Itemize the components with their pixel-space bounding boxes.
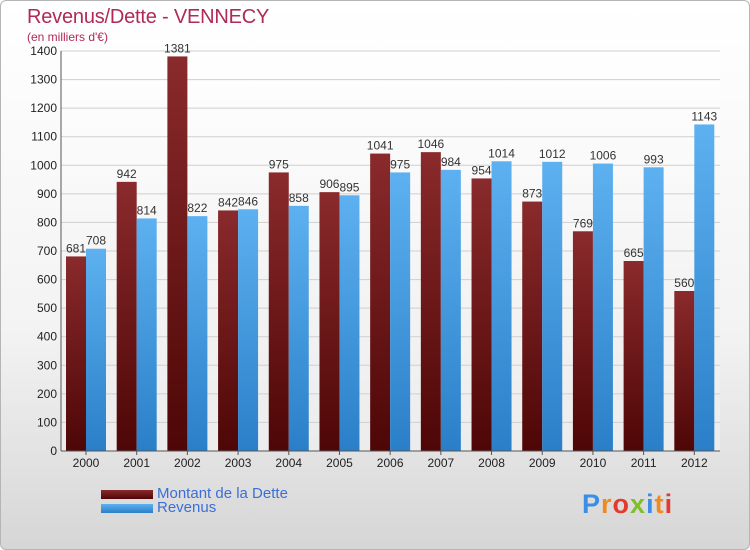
x-tick-label: 2000: [73, 456, 100, 470]
y-tick-label: 100: [37, 415, 57, 429]
data-label-debt: 560: [674, 276, 694, 290]
data-label-revenue: 975: [390, 157, 410, 171]
bar-revenue: [694, 124, 715, 451]
y-tick-label: 400: [37, 330, 57, 344]
bar-debt: [268, 172, 289, 451]
data-label-revenue: 708: [86, 234, 106, 248]
data-label-revenue: 858: [289, 191, 309, 205]
bar-revenue: [136, 218, 157, 451]
x-axis: 2000 2001 2002 2003 2004 2005 2006 2007 2008 2009…: [61, 450, 720, 470]
x-tick-label: 2010: [580, 456, 607, 470]
bar-revenue: [440, 169, 461, 451]
y-tick-label: 300: [37, 358, 57, 372]
data-label-revenue: 1014: [488, 146, 515, 160]
legend-swatch-revenue: [101, 504, 153, 513]
bar-debt: [522, 201, 543, 451]
y-tick-label: 1100: [31, 130, 57, 144]
chart-title: Revenus/Dette - VENNECY: [27, 6, 270, 28]
data-label-revenue: 993: [644, 152, 664, 166]
data-label-debt: 954: [472, 163, 492, 177]
bar-debt: [370, 153, 391, 452]
bar-revenue: [339, 195, 360, 451]
logo-letter: o: [612, 489, 631, 519]
data-label-debt: 873: [522, 187, 542, 201]
y-tick-label: 1000: [30, 158, 57, 172]
y-tick-label: 200: [37, 387, 57, 401]
bar-revenue: [643, 167, 664, 452]
y-tick-label: 800: [37, 215, 57, 229]
logo-letter: t: [654, 489, 665, 519]
data-label-debt: 769: [573, 216, 593, 230]
x-tick-label: 2011: [631, 456, 657, 470]
data-label-debt: 975: [269, 157, 289, 171]
legend-swatch-debt: [101, 490, 153, 499]
proxiti-logo: Proxiti: [582, 489, 673, 520]
bar-revenue: [491, 161, 512, 452]
y-axis: 0 100 200 300 400 500 600 700 800 900 1000 1100 1200…: [30, 44, 62, 458]
logo-letter: i: [646, 489, 655, 519]
y-tick-label: 0: [50, 444, 57, 458]
data-label-revenue: 814: [137, 203, 157, 217]
bar-debt: [66, 256, 86, 451]
chart-subtitle: (en milliers d'€): [27, 30, 108, 44]
x-tick-label: 2004: [275, 456, 302, 470]
x-tick-label: 2008: [478, 456, 505, 470]
data-label-revenue: 1012: [539, 147, 566, 161]
bar-revenue: [542, 161, 563, 451]
y-tick-label: 900: [37, 187, 57, 201]
x-tick-label: 2001: [123, 456, 150, 470]
legend-label-debt: Montant de la Dette: [157, 485, 288, 502]
x-tick-label: 2003: [225, 456, 252, 470]
data-label-debt: 906: [319, 177, 339, 191]
data-label-revenue: 1143: [691, 109, 717, 123]
bar-debt: [319, 192, 340, 451]
bar-revenue: [187, 216, 208, 451]
bar-revenue: [86, 248, 106, 451]
logo-letter: P: [582, 489, 602, 519]
x-tick-label: 2005: [326, 456, 353, 470]
data-label-debt: 681: [66, 241, 86, 255]
bar-revenue: [390, 172, 411, 451]
data-label-revenue: 846: [238, 194, 258, 208]
bar-debt: [471, 178, 492, 451]
data-label-debt: 1041: [367, 139, 394, 153]
x-tick-label: 2007: [427, 456, 454, 470]
bar-debt: [572, 231, 593, 451]
bar-debt: [420, 152, 441, 451]
legend-label-revenue: Revenus: [157, 499, 217, 516]
bar-revenue: [592, 163, 613, 452]
bar-revenue: [238, 209, 259, 451]
y-tick-label: 1200: [30, 101, 57, 115]
x-tick-label: 2012: [681, 456, 708, 470]
logo-letter: i: [664, 489, 674, 519]
data-label-debt: 942: [117, 167, 137, 181]
y-tick-label: 600: [37, 273, 57, 287]
data-label-debt: 1381: [164, 41, 191, 55]
x-tick-label: 2009: [529, 456, 556, 470]
data-label-revenue: 822: [187, 201, 207, 215]
data-label-revenue: 895: [339, 180, 359, 194]
logo-letter: r: [601, 489, 613, 519]
data-label-debt: 665: [624, 246, 644, 260]
bar-debt: [623, 261, 644, 451]
bar-debt: [116, 181, 137, 451]
x-tick-label: 2006: [377, 456, 404, 470]
data-label-revenue: 984: [441, 155, 461, 169]
bar-debt: [167, 56, 188, 452]
bar-debt: [674, 291, 695, 451]
data-label-debt: 1046: [417, 137, 444, 151]
x-tick-label: 2002: [174, 456, 201, 470]
y-tick-label: 1300: [30, 73, 57, 87]
logo-letter: x: [630, 489, 647, 519]
bar-revenue: [288, 205, 309, 451]
data-label-revenue: 1006: [590, 149, 617, 163]
y-tick-label: 500: [37, 301, 57, 315]
bar-debt: [218, 210, 239, 451]
y-tick-label: 700: [37, 244, 57, 258]
y-tick-label: 1400: [30, 44, 57, 58]
data-label-debt: 842: [218, 195, 238, 209]
